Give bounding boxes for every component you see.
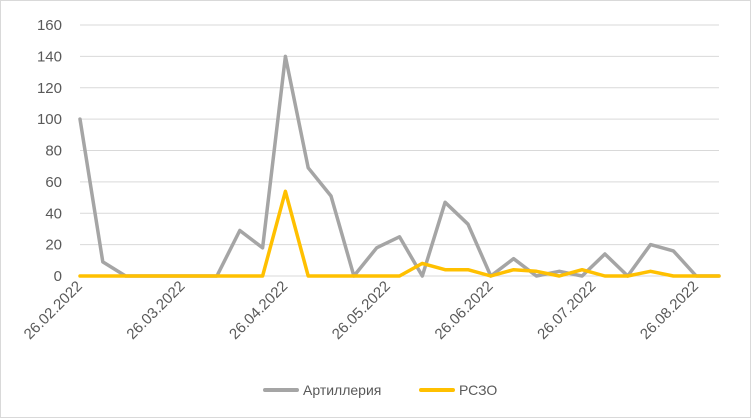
x-tick-label: 26.03.2022 [123,278,188,343]
x-tick-label: 26.04.2022 [226,278,291,343]
y-tick-label: 40 [45,205,62,222]
x-axis: 26.02.2022 26.03.2022 26.04.2022 26.05.2022… [21,275,719,343]
x-tick-label: 26.02.2022 [21,278,86,343]
y-axis: 0 20 40 60 80 100 120 140 160 [37,17,62,285]
series-lines [78,54,721,278]
legend-label: РСЗО [459,382,497,398]
y-tick-label: 60 [45,174,62,191]
x-tick-label: 26.08.2022 [637,278,702,343]
y-tick-label: 0 [54,268,62,285]
legend-item: Артиллерия [263,382,381,398]
x-tick-label: 26.06.2022 [432,278,497,343]
y-tick-label: 140 [37,48,62,65]
x-tick-label: 26.05.2022 [329,278,394,343]
y-tick-label: 160 [37,17,62,34]
gridlines [80,24,719,246]
legend-label: Артиллерия [303,382,381,398]
y-tick-label: 80 [45,143,62,160]
series-line-mlrs [78,189,721,278]
y-tick-label: 20 [45,237,62,254]
legend: Артиллерия РСЗО [263,382,497,398]
y-tick-label: 100 [37,111,62,128]
x-tick-label: 26.07.2022 [534,278,599,343]
y-tick-label: 120 [37,80,62,97]
series-line-artillery [78,54,721,278]
legend-item: РСЗО [419,382,497,398]
